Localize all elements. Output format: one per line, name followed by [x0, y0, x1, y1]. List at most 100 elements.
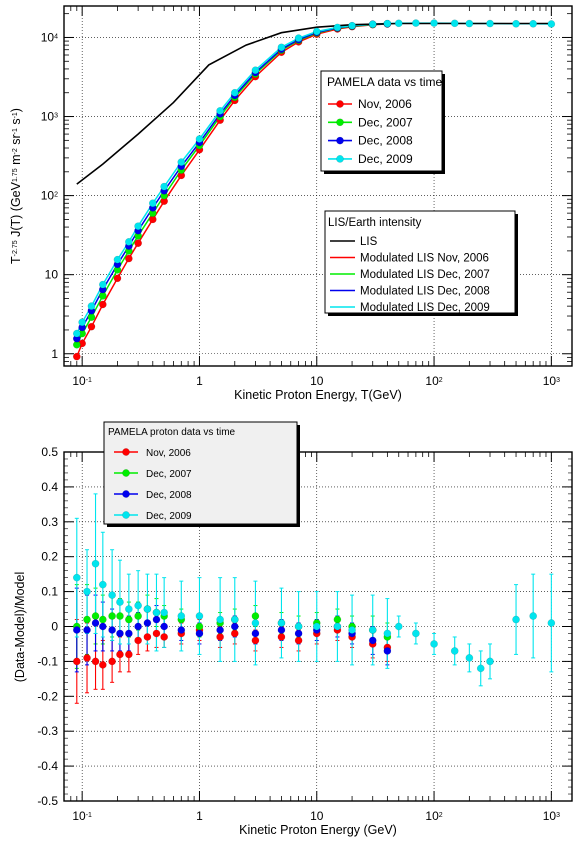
data-point	[87, 313, 96, 321]
data-point	[152, 615, 161, 624]
y-tick-text: -0.2	[37, 689, 58, 703]
data-point	[368, 626, 377, 634]
legend-swatch-marker	[122, 469, 130, 477]
legend-label: Dec, 2008	[146, 490, 192, 501]
legend-label: Modulated LIS Dec, 2008	[360, 286, 490, 298]
y-axis-label-part: 1.75	[12, 168, 19, 182]
y-tick-label: -0.3	[37, 724, 58, 738]
x-tick-exponent: -1	[86, 812, 92, 819]
y-tick-exponent: 3	[54, 112, 58, 119]
legend-title: PAMELA data vs time	[327, 75, 442, 89]
data-point	[99, 661, 107, 669]
data-point	[412, 629, 420, 638]
data-point	[134, 622, 142, 631]
data-point	[216, 633, 224, 641]
data-point	[251, 619, 260, 627]
data-point	[450, 647, 459, 655]
data-point	[547, 20, 556, 28]
data-point	[125, 629, 133, 638]
data-point	[547, 619, 556, 627]
y-tick-label: -0.5	[37, 794, 58, 808]
legend-label: LIS	[360, 236, 378, 248]
y-tick-label: 103	[41, 110, 58, 124]
data-point	[177, 626, 186, 634]
x-tick-label: 10	[310, 809, 324, 823]
data-point	[251, 66, 260, 75]
data-point	[312, 622, 321, 631]
data-point	[78, 318, 86, 327]
y-tick-label: 0.4	[41, 480, 58, 494]
data-point	[529, 19, 537, 28]
data-point	[116, 612, 124, 620]
legend-label: Dec, 2009	[146, 511, 192, 522]
data-point	[277, 626, 286, 634]
data-point	[134, 636, 142, 645]
data-point	[177, 612, 186, 620]
data-point	[486, 657, 494, 666]
y-tick-exponent: 2	[54, 191, 58, 198]
x-tick-base: 10	[72, 809, 86, 823]
data-point	[230, 622, 239, 631]
legend-shadow	[297, 425, 300, 527]
y-axis-label-part: -2.75	[12, 240, 19, 256]
data-point	[333, 23, 342, 32]
data-point	[465, 19, 474, 28]
data-point	[476, 664, 485, 673]
x-tick-exponent: 2	[439, 377, 443, 384]
data-point	[83, 615, 91, 624]
legend-swatch-marker	[336, 136, 344, 145]
y-axis-label-part: J(T) (GeV	[9, 181, 23, 240]
data-point	[152, 629, 161, 638]
legend-data: PAMELA data vs time Nov, 2006 Dec, 2007 Dec…	[320, 70, 445, 174]
data-point	[333, 622, 342, 631]
data-point	[116, 598, 124, 606]
data-point	[312, 27, 321, 36]
plot-frame	[63, 451, 573, 802]
data-point	[134, 222, 142, 231]
legend-label: Dec, 2007	[146, 469, 192, 480]
data-point	[143, 619, 152, 627]
x-tick-base: 1	[196, 809, 203, 823]
data-point	[91, 619, 100, 627]
data-point	[333, 615, 342, 624]
y-axis-label-part: s	[9, 118, 23, 128]
x-tick-exponent: -1	[86, 377, 92, 384]
y-tick-label: 0.1	[41, 585, 58, 599]
data-point	[277, 619, 286, 627]
data-point	[368, 20, 377, 29]
data-point	[134, 601, 142, 610]
data-point	[99, 615, 107, 624]
data-point	[394, 622, 403, 631]
x-tick-base: 10	[543, 374, 557, 388]
data-point	[113, 255, 122, 264]
x-tick-base: 10	[543, 809, 557, 823]
data-point	[87, 322, 96, 331]
data-point	[125, 238, 133, 246]
data-point	[216, 615, 224, 624]
data-point	[160, 182, 168, 191]
data-point	[73, 329, 81, 338]
y-tick-base: 10	[41, 30, 55, 44]
legend-label: Dec, 2007	[358, 115, 413, 129]
data-point	[160, 633, 168, 641]
data-point	[108, 612, 116, 620]
x-tick-exponent: 3	[556, 812, 560, 819]
data-point	[368, 636, 377, 645]
y-tick-text: 0.1	[41, 585, 58, 599]
data-point	[230, 615, 239, 624]
data-point	[134, 612, 142, 620]
data-point	[91, 612, 100, 620]
x-tick-base: 10	[72, 374, 86, 388]
x-tick-label: 1	[196, 374, 203, 388]
y-tick-label: 0.3	[41, 515, 58, 529]
y-tick-text: -0.3	[37, 724, 58, 738]
data-point	[108, 626, 116, 634]
x-tick-exponent: 3	[556, 377, 560, 384]
data-point	[195, 135, 204, 143]
y-tick-label: -0.4	[37, 759, 58, 773]
data-point	[383, 647, 392, 655]
data-point	[73, 352, 81, 361]
data-point	[512, 19, 520, 28]
legend-label: Modulated LIS Dec, 2007	[360, 269, 490, 281]
